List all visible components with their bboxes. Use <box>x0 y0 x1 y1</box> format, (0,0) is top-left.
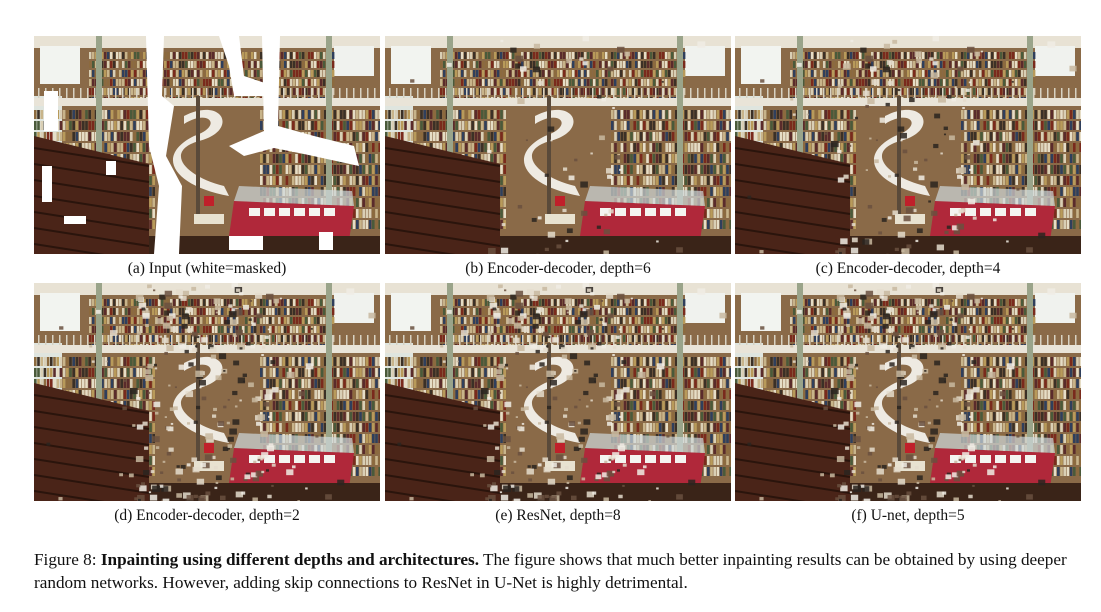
panel-e-caption: (e) ResNet, depth=8 <box>495 507 621 524</box>
panel-c-image <box>735 36 1081 254</box>
panel-f-caption: (f) U-net, depth=5 <box>851 507 965 524</box>
panel-c-caption: (c) Encoder-decoder, depth=4 <box>815 260 1001 277</box>
panel-b-caption: (b) Encoder-decoder, depth=6 <box>465 260 651 277</box>
library-scene <box>385 36 731 254</box>
figure-title: Inpainting using different depths and ar… <box>100 550 480 569</box>
library-scene <box>34 283 380 501</box>
figure-caption: Figure 8: Inpainting using different dep… <box>34 548 1084 594</box>
panel-f-image <box>735 283 1081 501</box>
panel-a-image <box>34 36 380 254</box>
library-scene <box>735 36 1081 254</box>
panel-a-caption: (a) Input (white=masked) <box>127 260 287 277</box>
figure-label: Figure 8: <box>34 550 101 569</box>
figure-body: The figure shows that much better inpain… <box>34 550 1067 592</box>
library-scene <box>385 283 731 501</box>
library-scene <box>34 36 380 254</box>
panel-d-caption: (d) Encoder-decoder, depth=2 <box>114 507 300 524</box>
panel-d-image <box>34 283 380 501</box>
panel-e-image <box>385 283 731 501</box>
panel-b-image <box>385 36 731 254</box>
library-scene <box>735 283 1081 501</box>
